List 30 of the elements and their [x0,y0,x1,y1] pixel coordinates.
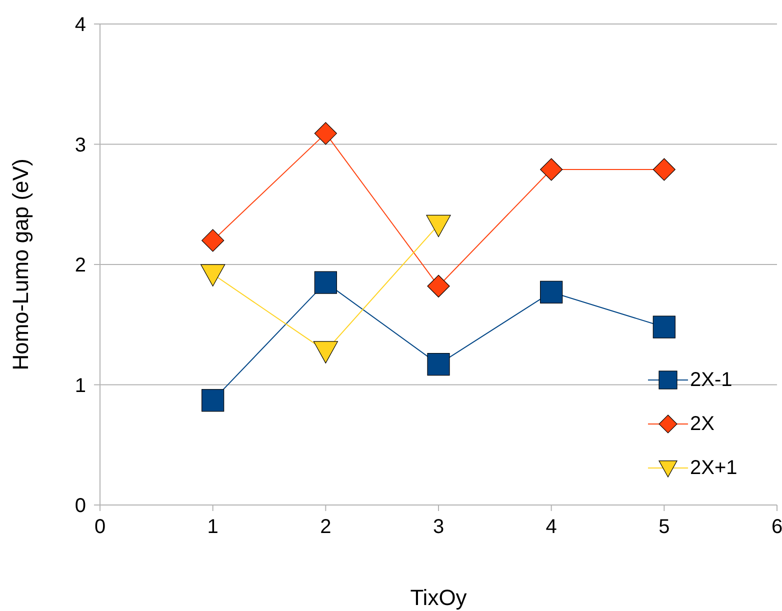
point [427,353,450,376]
y-tick-label: 0 [74,495,86,518]
y-tick-label: 3 [74,134,86,156]
x-tick-label: 0 [94,516,106,538]
point [202,229,224,252]
y-tick-label: 1 [74,374,86,397]
x-tick-label: 4 [546,516,557,538]
x-tick-label: 3 [432,516,444,538]
x-tick-label: 1 [207,516,218,538]
legend-label: 2X+1 [690,456,738,480]
point [202,389,224,412]
point [313,341,338,364]
x-tick-label: 2 [320,516,332,538]
point [200,264,226,286]
y-axis-title: Homo-Lumo gap (eV) [8,158,33,370]
legend-label: 2X [690,412,714,436]
legend-label: 2X-1 [690,368,732,392]
x-tick-label: 5 [658,516,670,538]
x-axis-title: TixOy [410,585,467,610]
point [314,122,337,145]
x-tick-label: 6 [771,516,782,538]
point [540,158,563,181]
point [652,316,676,338]
point [426,214,451,238]
point [540,280,563,304]
point [427,274,450,298]
point [314,271,337,294]
y-tick-label: 4 [74,14,86,36]
point [652,158,676,181]
y-tick-label: 2 [74,254,86,277]
